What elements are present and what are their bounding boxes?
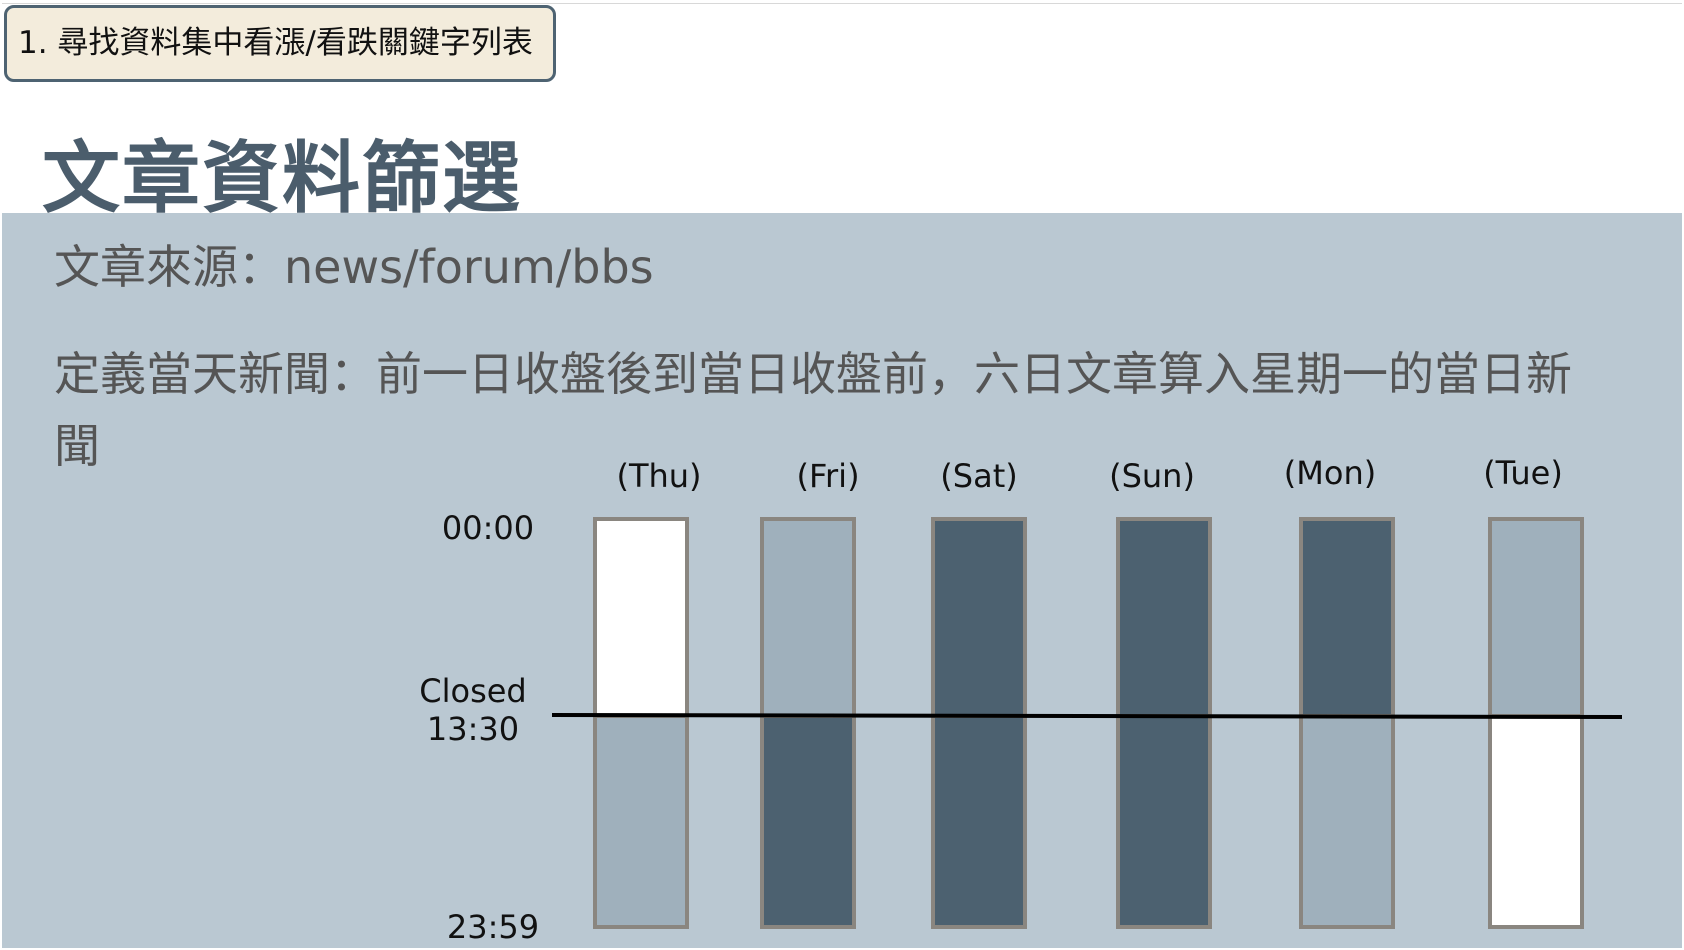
day-label-3: (Sun) <box>1109 457 1195 495</box>
time-label-start: 00:00 <box>442 509 534 547</box>
definition-line: 定義當天新聞：前一日收盤後到當日收盤前，六日文章算入星期一的當日新聞 <box>54 347 1572 473</box>
bar-after-close-2 <box>931 714 1027 929</box>
day-label-2: (Sat) <box>940 457 1017 495</box>
market-close-line <box>551 713 1623 719</box>
bar-after-close-5 <box>1488 714 1584 929</box>
bar-before-close-3 <box>1116 517 1212 718</box>
day-label-0: (Thu) <box>616 457 701 495</box>
source-line: 文章來源：news/forum/bbs <box>54 240 654 294</box>
day-bars: (Thu) (Fri) (Sat) (Sun) (Mon) (Tue) <box>593 454 1584 929</box>
time-label-closed: Closed <box>419 672 526 710</box>
time-label-closed-time: 13:30 <box>427 710 519 748</box>
bar-before-close-5 <box>1488 517 1584 718</box>
page-title: 文章資料篩選 <box>42 134 523 224</box>
bar-before-close-2 <box>931 517 1027 718</box>
day-label-5: (Tue) <box>1483 454 1563 492</box>
time-label-end: 23:59 <box>447 908 539 946</box>
day-label-1: (Fri) <box>796 457 859 495</box>
bar-after-close-4 <box>1299 714 1395 929</box>
bar-after-close-0 <box>593 714 689 929</box>
bar-before-close-4 <box>1299 517 1395 718</box>
bar-after-close-3 <box>1116 714 1212 929</box>
timeline-diagram: 00:00 Closed 13:30 23:59 (Thu) (Fri) (Sat)… <box>419 454 1623 946</box>
bar-before-close-1 <box>760 517 856 718</box>
bar-after-close-1 <box>760 714 856 929</box>
section-tag: 1. 尋找資料集中看漲/看跌關鍵字列表 <box>4 5 556 82</box>
bar-before-close-0 <box>593 517 689 718</box>
slide: 1. 尋找資料集中看漲/看跌關鍵字列表 文章資料篩選 文章來源：news/for… <box>2 3 1682 948</box>
day-label-4: (Mon) <box>1284 454 1376 492</box>
